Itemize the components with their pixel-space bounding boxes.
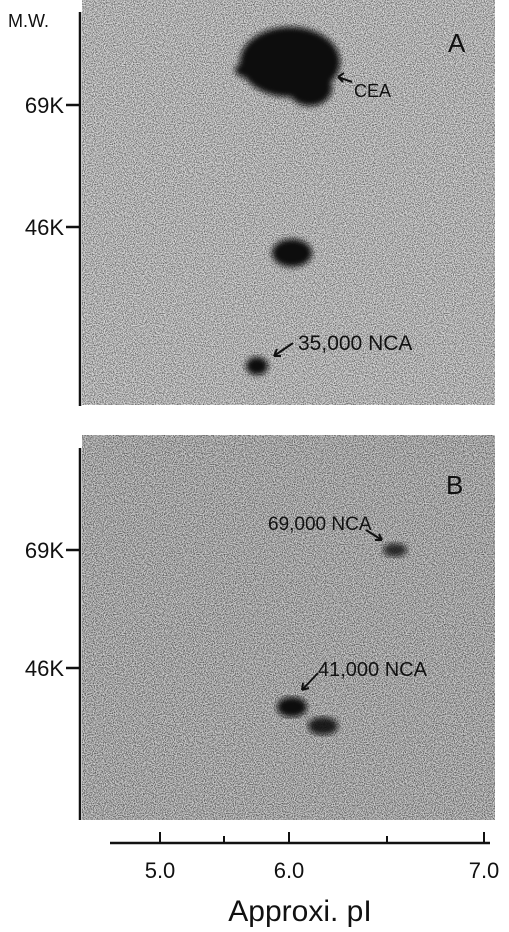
gel-a [82, 0, 495, 405]
x-tick-label: 7.0 [469, 858, 500, 883]
panel-label: B [446, 470, 463, 500]
x-axis-title: Approxi. pI [228, 895, 371, 928]
y-tick-label: 69K [25, 538, 64, 563]
arrow [337, 72, 353, 83]
arrow [365, 529, 383, 541]
gel-b [82, 435, 495, 820]
annotation: 35,000 NCA [298, 332, 412, 355]
x-ticks [159, 832, 485, 843]
y-tick-label: 46K [25, 656, 64, 681]
x-tick-label: 5.0 [145, 858, 176, 883]
annotation: 69,000 NCA [268, 514, 372, 535]
y-tick-label: 69K [25, 93, 64, 118]
y-axis-title: M.W. [8, 11, 49, 31]
y-tick-label: 46K [25, 215, 64, 240]
arrow [273, 342, 294, 357]
annotation: CEA [354, 81, 391, 101]
panel-label: A [448, 28, 466, 58]
annotation: 41,000 NCA [318, 659, 428, 681]
arrow [301, 672, 319, 691]
x-tick-label: 6.0 [274, 858, 305, 883]
